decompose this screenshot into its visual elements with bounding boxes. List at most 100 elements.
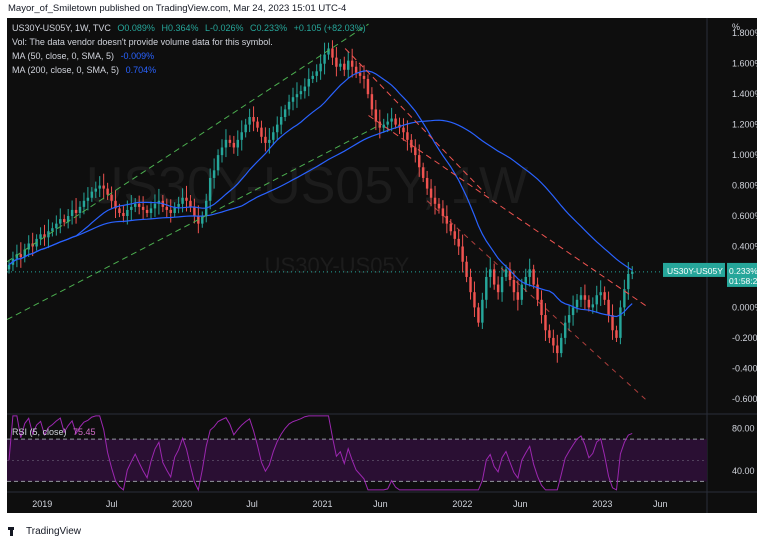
candle-body [201, 216, 204, 224]
candle-body [27, 243, 30, 250]
symbol-legend: US30Y-US05Y, 1W, TVC O0.089% H0.364% L-0… [12, 23, 370, 33]
candle-body [520, 284, 524, 300]
candle-body [579, 295, 583, 300]
candle-body [130, 206, 133, 210]
candle-body [224, 139, 228, 148]
candle-body [256, 121, 259, 128]
candle-body [59, 219, 62, 224]
candle-body [437, 203, 441, 209]
ma200-value: 0.704% [125, 65, 157, 75]
candle-body [7, 264, 11, 270]
candle-body [469, 276, 472, 293]
candle-body [394, 118, 397, 125]
candle-body [335, 57, 338, 67]
candle-body [481, 299, 484, 323]
y-tick-label: -0.200% [732, 333, 757, 343]
candle-body [153, 203, 157, 209]
candle-body [126, 209, 129, 217]
candle-body [595, 295, 598, 305]
candle-body [623, 289, 626, 308]
tradingview-logo-icon [8, 527, 22, 536]
candle-body [307, 78, 311, 87]
candle-body [532, 269, 535, 285]
candle-body [500, 276, 504, 293]
candle-body [118, 208, 121, 213]
candle-body [47, 231, 50, 238]
candle-body [114, 200, 117, 209]
y-tick-label: 1.800% [732, 28, 757, 38]
candle-body [607, 299, 610, 316]
candle-body [15, 254, 19, 259]
candle-body [524, 276, 527, 285]
change-value: +0.105 (+82.03%) [293, 23, 366, 33]
candle-body [631, 271, 634, 274]
candle-body [311, 75, 314, 79]
symbol-line: US30Y-US05Y, 1W, TVC [12, 23, 111, 33]
candle-body [560, 337, 563, 354]
candle-body [410, 139, 413, 148]
candle-body [106, 188, 109, 195]
y-tick-label: 0.800% [732, 181, 757, 191]
candle-body [425, 177, 429, 189]
candle-body [193, 206, 196, 217]
candle-body [272, 132, 275, 140]
candle-body [177, 203, 180, 207]
candle-body [477, 307, 480, 323]
candle-body [563, 322, 567, 338]
candle-body [516, 292, 520, 300]
candle-body [331, 48, 334, 58]
candle-body [98, 185, 101, 189]
rsi-tick-label: 80.00 [732, 424, 755, 434]
candle-body [248, 117, 251, 125]
candle-body [347, 60, 350, 70]
candle-body [433, 197, 437, 204]
candle-body [599, 292, 602, 296]
candle-body [70, 209, 74, 217]
candle-body [575, 299, 579, 308]
candle-body [615, 330, 618, 338]
uptrend-channel-bottom [7, 124, 381, 321]
candle-body [299, 91, 303, 95]
x-tick-label: 2019 [32, 499, 52, 509]
candle-body [279, 117, 283, 125]
rsi-value: 75.45 [73, 427, 96, 437]
footer-brand: TradingView [26, 526, 82, 537]
candle-body [43, 234, 46, 238]
candle-body [548, 330, 551, 338]
watermark-big: US30Y-US05Y, 1W [86, 157, 528, 215]
y-tick-label: 0.000% [732, 302, 757, 312]
candle-body [492, 269, 496, 285]
x-tick-label: 2021 [312, 499, 332, 509]
candle-body [583, 295, 587, 300]
candle-body [627, 273, 630, 290]
symbol-tag-text: US30Y-US05Y [667, 266, 723, 276]
chart-area[interactable]: US30Y-US05Y, 1W US30Y-US05Y% -0.600% -0.400… [7, 18, 757, 513]
candle-body [571, 307, 575, 316]
candle-body [421, 167, 425, 178]
candle-body [429, 188, 433, 198]
close-value: C0.233% [250, 23, 288, 33]
candle-body [327, 48, 330, 55]
price-tag-value: 0.233% [729, 266, 757, 276]
candle-body [66, 216, 70, 223]
y-tick-label: -0.400% [732, 363, 757, 373]
candle-body [240, 132, 243, 140]
y-tick-label: 1.000% [732, 150, 757, 160]
candle-body [51, 228, 54, 232]
candle-body [508, 269, 512, 280]
candle-body [90, 191, 94, 198]
candle-body [208, 177, 212, 201]
candle-body [343, 63, 346, 70]
candle-body [145, 209, 149, 213]
candle-body [252, 117, 255, 122]
candle-body [366, 78, 370, 95]
rsi-label: RSI (5, close) [12, 427, 67, 437]
candle-body [244, 124, 247, 133]
candle-body [370, 94, 374, 110]
candle-body [323, 54, 326, 64]
watermark-small: US30Y-US05Y [265, 253, 410, 278]
candle-body [386, 121, 389, 125]
candle-body [169, 209, 172, 213]
candle-body [236, 139, 240, 148]
y-tick-label: 1.400% [732, 89, 757, 99]
